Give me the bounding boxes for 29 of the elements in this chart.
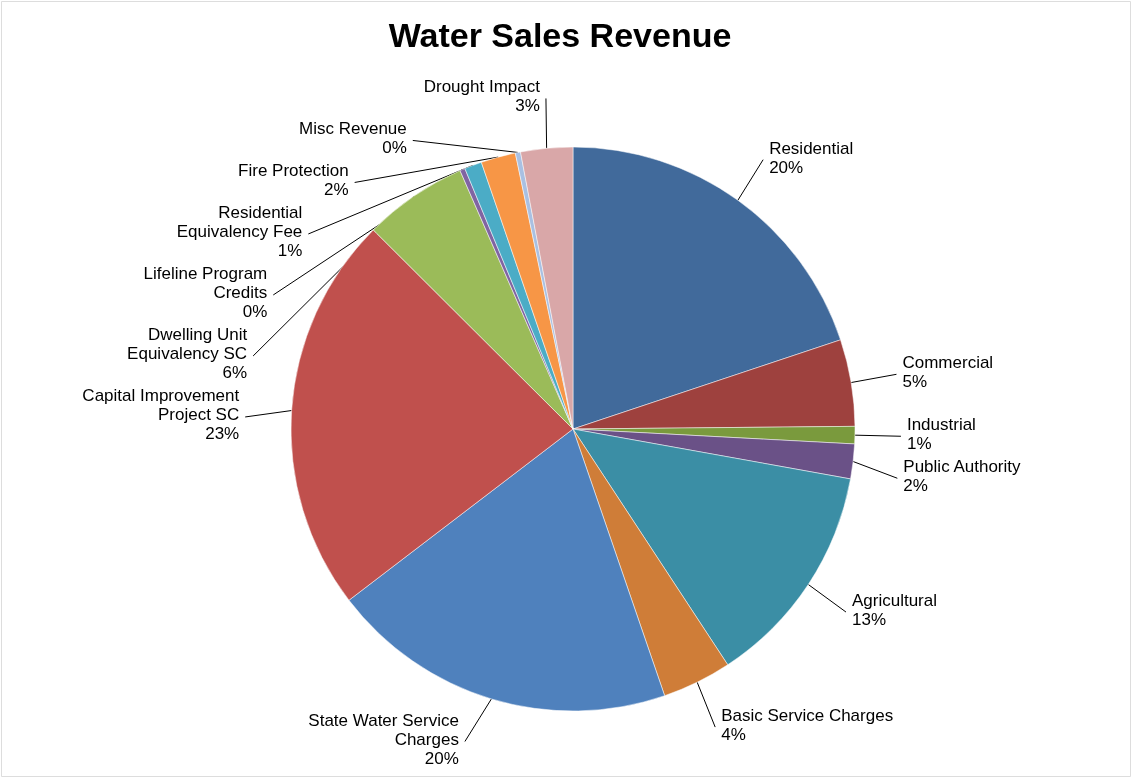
slice-label: Commercial [902,353,994,373]
slice-label: Basic Service Charges [721,706,894,726]
slice-label: Lifeline Program Credits [143,264,268,303]
slice-label: Agricultural [851,591,938,611]
data-label: 4% [721,725,746,745]
data-label: 2% [324,180,349,200]
data-label: 20% [769,157,804,177]
data-label: 13% [851,610,887,630]
data-label: 1% [277,241,303,261]
data-label: 0% [382,138,407,158]
data-label: 1% [906,434,932,454]
data-label: 23% [205,424,240,444]
data-label: 20% [424,749,459,768]
chart-title: Water Sales Revenue [388,16,732,54]
data-label: 6% [222,363,248,383]
data-label: 5% [902,372,928,392]
slice-label: Misc Revenue [299,119,407,139]
slice-label: Residential [769,138,854,158]
slice-label: Fire Protection [238,161,349,181]
data-label: 3% [515,96,540,116]
slice-label: Industrial [906,415,976,435]
slice-label: Dwelling Unit Equivalency SC [127,325,248,364]
slice-label: Capital Improvement Project SC [82,386,240,425]
slice-label: Drought Impact [423,77,541,97]
slice-label: Residential Equivalency Fee [176,203,303,242]
slice-label: Public Authority [903,457,1021,477]
slice-label: State Water Service Charges [308,711,459,749]
data-label: 0% [242,302,268,322]
data-label: 2% [903,476,928,496]
